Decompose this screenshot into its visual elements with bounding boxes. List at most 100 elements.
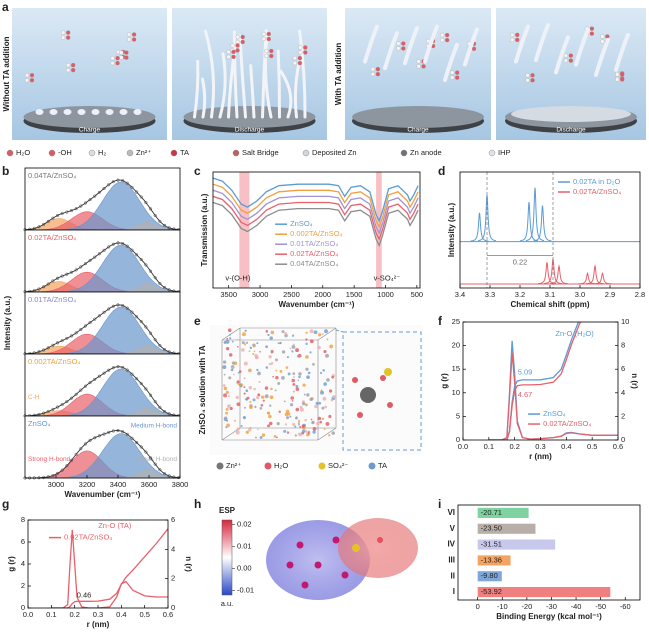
- data-point: [125, 244, 129, 248]
- dendrite: [232, 30, 239, 119]
- molecule: [324, 329, 328, 334]
- ion: [240, 34, 245, 40]
- molecule: [285, 366, 289, 369]
- ligand: [352, 377, 358, 383]
- molecule: [281, 375, 285, 380]
- molecule: [295, 416, 298, 420]
- molecule: [243, 406, 246, 409]
- deposit: [105, 109, 114, 115]
- ion: [126, 37, 132, 42]
- data-point: [79, 327, 83, 332]
- molecule: [313, 330, 318, 335]
- x-tick-label: 3.2: [515, 290, 525, 299]
- molecule: [243, 392, 246, 395]
- data-point: [111, 180, 115, 184]
- data-point: [130, 372, 134, 376]
- molecule: [253, 344, 256, 348]
- molecule: [255, 355, 259, 360]
- data-point: [139, 195, 143, 199]
- y-tick-label: 10: [452, 388, 460, 397]
- colorbar: [221, 519, 233, 596]
- molecule: [256, 395, 260, 400]
- molecule: [322, 396, 327, 401]
- data-point: [93, 194, 97, 198]
- molecule: [244, 343, 247, 346]
- y-tick-label: 8: [21, 515, 25, 524]
- molecule: [249, 426, 252, 429]
- data-point: [79, 447, 83, 451]
- subpanel-label: ZnSO₄: [28, 419, 51, 428]
- legend-icon: [400, 149, 408, 157]
- data-point: [125, 368, 129, 372]
- molecule: [268, 355, 272, 359]
- molecule: [291, 345, 296, 349]
- molecule: [332, 395, 336, 399]
- dendrite: [263, 32, 273, 119]
- ta-molecule: [423, 24, 439, 64]
- molecule: [231, 340, 234, 343]
- atom: [352, 544, 360, 552]
- data-point: [158, 468, 162, 472]
- y2-tick-label: 6: [171, 515, 175, 524]
- condition-label: With TA addition: [334, 43, 343, 106]
- x-tick-label: 3000: [48, 480, 65, 489]
- panel-label: b: [2, 164, 9, 178]
- fit-curve: [24, 179, 181, 231]
- molecule: [276, 422, 280, 426]
- molecule: [228, 353, 233, 357]
- ta-molecule: [403, 26, 419, 66]
- x-tick-label: 2.9: [605, 290, 615, 299]
- zoom-box: [342, 331, 422, 451]
- ion: [131, 37, 137, 42]
- ion: [66, 62, 71, 68]
- data-point: [97, 252, 101, 256]
- molecule: [309, 339, 314, 344]
- molecule: [311, 420, 315, 425]
- data-point: [162, 472, 167, 476]
- molecule: [228, 376, 232, 380]
- ion: [563, 53, 569, 58]
- molecule: [223, 340, 227, 344]
- data-point: [149, 269, 153, 273]
- data-point: [144, 200, 148, 205]
- data-point: [60, 274, 64, 278]
- peak: [586, 264, 604, 285]
- legend-label: 0.02TA/ZnSO₄: [290, 249, 338, 258]
- molecule: [260, 395, 265, 399]
- data-point: [130, 248, 134, 252]
- ion: [124, 50, 129, 55]
- molecule: [291, 399, 294, 402]
- y2-tick-label: 8: [621, 341, 625, 350]
- molecule: [225, 346, 230, 351]
- molecule: [292, 390, 295, 393]
- ion: [264, 48, 269, 54]
- molecule: [256, 342, 259, 345]
- molecule: [243, 361, 248, 366]
- ion: [66, 35, 71, 40]
- molecule: [298, 372, 302, 376]
- molecule: [292, 422, 296, 427]
- legend-icon: [318, 462, 326, 470]
- molecule: [320, 389, 323, 392]
- colorbar-unit: a.u.: [221, 599, 234, 608]
- molecule: [304, 418, 307, 422]
- legend-icon: [368, 462, 376, 470]
- y2-tick-label: 10: [621, 317, 629, 326]
- ion: [455, 70, 460, 75]
- molecule: [229, 337, 232, 340]
- x-axis-title: r (nm): [529, 452, 552, 461]
- data-point: [51, 343, 55, 347]
- data-point: [139, 445, 143, 449]
- x-tick-label: 0.4: [116, 610, 126, 619]
- data-point: [69, 396, 74, 400]
- annotation: 4.67: [518, 390, 533, 399]
- ion: [416, 59, 421, 64]
- illustration-title: ZnSO₄ solution with TA: [198, 345, 207, 434]
- colorbar-title: ESP: [219, 506, 236, 515]
- dendrite: [193, 59, 200, 119]
- x-tick-label: 0.0: [458, 442, 468, 451]
- data-point: [130, 436, 134, 440]
- data-point: [167, 474, 171, 478]
- x-tick-label: 3500: [220, 290, 237, 299]
- ion: [264, 53, 269, 59]
